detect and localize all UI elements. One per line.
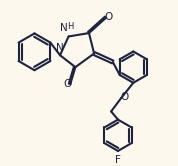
Text: O: O bbox=[104, 12, 113, 22]
Text: O: O bbox=[63, 79, 71, 89]
Text: O: O bbox=[120, 92, 129, 102]
Text: N: N bbox=[60, 23, 68, 33]
Text: H: H bbox=[67, 22, 74, 31]
Text: F: F bbox=[115, 155, 121, 165]
Text: N: N bbox=[56, 43, 64, 53]
